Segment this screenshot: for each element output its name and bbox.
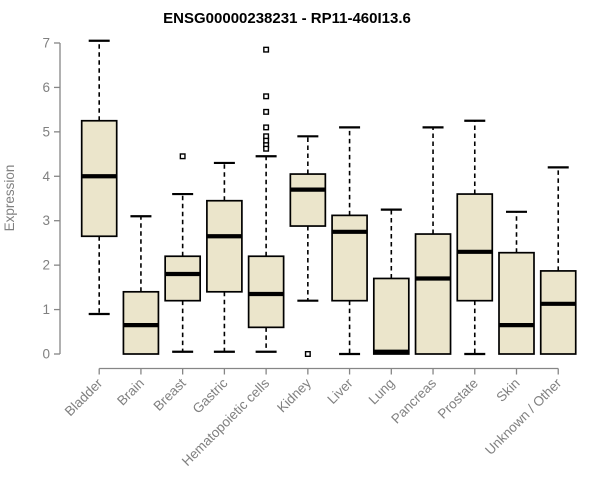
iqr-box	[164, 255, 202, 302]
iqr-box	[414, 233, 452, 355]
box-hematopoietic-cells	[247, 46, 285, 353]
x-tick-label: Bladder	[62, 375, 106, 419]
x-tick-label: Liver	[324, 375, 356, 407]
x-tick-label: Brain	[114, 376, 147, 409]
y-axis-title: Expression	[2, 165, 17, 232]
box-bladder	[80, 39, 118, 316]
y-tick-label: 7	[42, 35, 50, 50]
box-liver	[331, 126, 368, 356]
outlier-point	[263, 124, 270, 131]
outlier-point	[304, 351, 311, 358]
iqr-box	[331, 214, 368, 302]
x-tick-label: Lung	[366, 376, 398, 408]
x-tick-label: Breast	[151, 375, 189, 413]
y-tick-label: 2	[42, 258, 50, 273]
box-kidney	[289, 135, 327, 358]
iqr-box	[372, 277, 410, 355]
y-tick-label: 5	[42, 124, 50, 139]
iqr-box	[456, 193, 494, 302]
iqr-box	[80, 119, 118, 238]
box-skin	[498, 210, 535, 355]
outlier-point	[263, 145, 270, 152]
x-tick-label: Prostate	[435, 376, 481, 422]
outlier-point	[263, 46, 270, 53]
chart-title: ENSG00000238231 - RP11-460I13.6	[163, 10, 411, 27]
box-breast	[164, 153, 202, 353]
y-tick-label: 1	[42, 302, 50, 317]
x-tick-label: Unknown / Other	[482, 375, 565, 458]
outlier-point	[179, 153, 186, 160]
x-tick-label: Pancreas	[388, 375, 439, 426]
iqr-box	[289, 173, 327, 227]
box-pancreas	[414, 126, 452, 355]
boxes-layer	[80, 39, 577, 358]
y-tick-label: 4	[42, 169, 50, 184]
y-tick-label: 3	[42, 213, 50, 228]
iqr-box	[122, 290, 160, 355]
iqr-box	[539, 270, 577, 355]
box-prostate	[456, 119, 494, 356]
iqr-box	[498, 251, 535, 355]
y-tick-label: 6	[42, 80, 50, 95]
x-tick-label: Gastric	[190, 375, 231, 416]
outlier-point	[263, 108, 270, 115]
iqr-box	[247, 255, 285, 329]
box-gastric	[206, 161, 243, 353]
y-tick-label: 0	[42, 347, 50, 362]
iqr-box	[206, 199, 243, 293]
box-brain	[122, 215, 160, 355]
box-unknown-other	[539, 166, 577, 355]
x-tick-label: Kidney	[274, 375, 314, 415]
box-lung	[372, 208, 410, 355]
outlier-point	[263, 93, 270, 100]
x-tick-label: Skin	[493, 376, 522, 405]
